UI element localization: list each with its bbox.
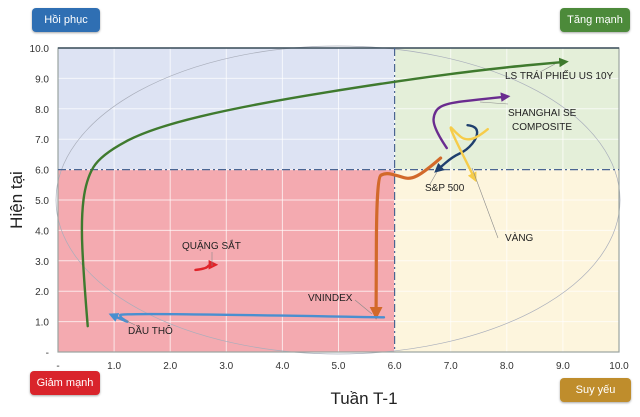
series-label: DẦU THÔ	[128, 324, 173, 337]
x-tick-label: 10.0	[609, 361, 629, 372]
y-axis-title: Hiện tại	[7, 171, 26, 229]
series-label: VÀNG	[505, 231, 534, 244]
x-tick-label: 6.0	[388, 361, 402, 372]
y-tick-label: 2.0	[35, 287, 49, 298]
x-tick-label: -	[56, 361, 59, 372]
series-label: LS TRÁI PHIẾU US 10Y	[505, 69, 614, 82]
x-tick-label: 4.0	[275, 361, 289, 372]
recovery-quadrant-button[interactable]: Hồi phục	[32, 8, 100, 32]
series-label: QUẶNG SẮT	[182, 239, 241, 252]
y-tick-label: 4.0	[35, 226, 49, 237]
y-tick-label: 6.0	[35, 166, 49, 177]
label-leader-line	[479, 101, 509, 105]
x-tick-label: 8.0	[500, 361, 514, 372]
weakening-quadrant-button[interactable]: Suy yếu	[560, 378, 631, 402]
label-leader-line	[124, 319, 136, 326]
series-line-5	[108, 312, 386, 323]
x-tick-label: 1.0	[107, 361, 121, 372]
series-line-6	[194, 259, 219, 272]
x-tick-label: 3.0	[219, 361, 233, 372]
label-leader-line	[354, 299, 373, 315]
series-line-2	[434, 124, 479, 173]
series-line-4	[369, 156, 443, 320]
series-line-1	[432, 92, 511, 150]
series-line-3	[449, 126, 489, 183]
series-label: S&P 500	[425, 183, 465, 194]
y-tick-label: 1.0	[35, 318, 49, 329]
y-tick-label: 7.0	[35, 135, 49, 146]
x-tick-label: 7.0	[444, 361, 458, 372]
label-leader-line	[539, 63, 556, 73]
y-tick-label: -	[46, 348, 49, 359]
label-leader-line	[471, 167, 499, 239]
y-tick-label: 3.0	[35, 257, 49, 268]
series-line-0	[80, 57, 569, 328]
y-tick-label: 10.0	[30, 44, 50, 55]
series-label: VNINDEX	[308, 293, 353, 304]
label-leader-line	[429, 171, 438, 185]
strong-decline-quadrant-button[interactable]: Giảm mạnh	[30, 371, 100, 395]
series-label: SHANGHAI SE	[508, 108, 577, 119]
y-tick-label: 9.0	[35, 74, 49, 85]
x-tick-label: 9.0	[556, 361, 570, 372]
series-label: COMPOSITE	[512, 122, 572, 133]
reference-ellipse	[55, 45, 621, 355]
x-axis-title: Tuần T-1	[330, 389, 397, 408]
y-tick-label: 8.0	[35, 105, 49, 116]
x-tick-label: 2.0	[163, 361, 177, 372]
y-tick-label: 5.0	[35, 196, 49, 207]
strong-rise-quadrant-button[interactable]: Tăng mạnh	[560, 8, 630, 32]
x-tick-label: 5.0	[332, 361, 346, 372]
